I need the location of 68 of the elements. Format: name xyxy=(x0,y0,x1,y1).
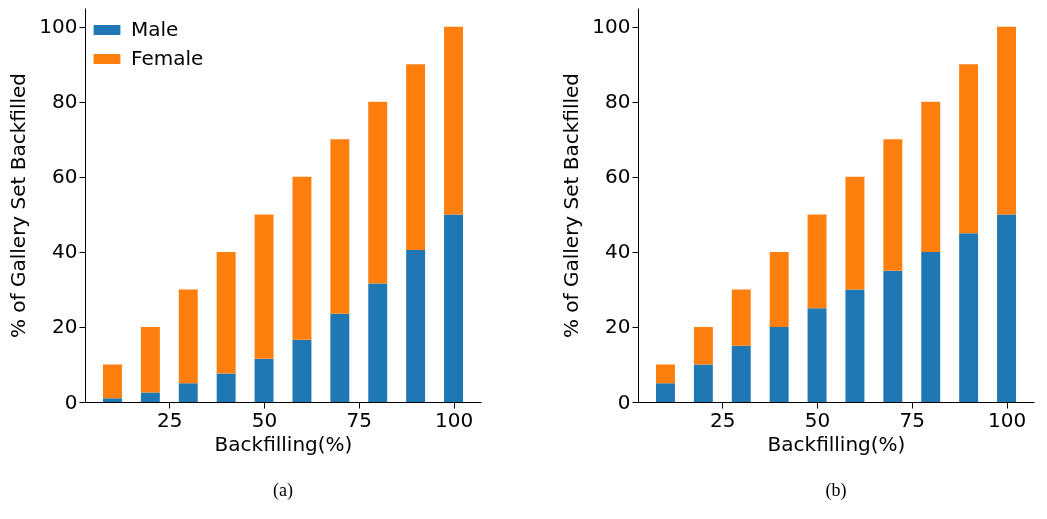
bar xyxy=(997,26,1016,215)
y-tick-label: 100 xyxy=(39,14,78,39)
bar xyxy=(769,326,789,402)
legend-label: Male xyxy=(131,17,179,41)
bar xyxy=(103,364,122,399)
bar xyxy=(807,214,827,309)
bar xyxy=(731,289,751,346)
legend-label: Female xyxy=(131,46,204,70)
bar xyxy=(731,345,751,402)
bar xyxy=(807,308,827,402)
bar xyxy=(254,358,274,402)
y-tick-label: 80 xyxy=(52,89,78,114)
bar xyxy=(656,383,675,402)
bar xyxy=(693,364,713,402)
y-tick-label: 40 xyxy=(52,239,78,264)
bar xyxy=(368,283,388,402)
bar xyxy=(883,270,903,402)
bar xyxy=(406,250,426,402)
x-tick-label: 25 xyxy=(710,407,736,432)
bar xyxy=(178,383,198,402)
bar xyxy=(178,289,198,384)
x-tick-label: 50 xyxy=(251,407,278,432)
x-tick-label: 100 xyxy=(987,407,1027,432)
x-axis-title: Backfilling(%) xyxy=(214,431,353,456)
bar xyxy=(959,64,979,234)
bar xyxy=(292,339,312,402)
y-axis-title: % of Gallery Set Backfilled xyxy=(6,72,31,339)
bar xyxy=(216,373,236,402)
bar xyxy=(656,364,675,384)
bar xyxy=(254,214,274,359)
y-tick-label: 20 xyxy=(52,314,78,339)
bar xyxy=(883,139,903,271)
x-tick-label: 100 xyxy=(434,407,474,432)
bar xyxy=(292,176,312,340)
y-tick-label: 40 xyxy=(605,239,631,264)
y-tick-label: 20 xyxy=(605,314,631,339)
bar xyxy=(406,64,426,251)
text: (a) xyxy=(273,480,293,501)
y-tick-label: 100 xyxy=(592,14,631,39)
bar xyxy=(921,101,941,252)
bar xyxy=(444,26,463,215)
y-axis-title: % of Gallery Set Backfilled xyxy=(559,72,584,339)
bar xyxy=(769,251,789,327)
bar xyxy=(103,398,122,402)
y-tick-label: 0 xyxy=(617,389,631,414)
x-tick-label: 75 xyxy=(346,407,373,432)
x-tick-label: 25 xyxy=(157,407,183,432)
bar xyxy=(368,101,388,284)
y-tick-label: 80 xyxy=(605,89,631,114)
x-axis-title: Backfilling(%) xyxy=(767,431,906,456)
bar xyxy=(140,326,160,393)
x-tick-label: 75 xyxy=(899,407,926,432)
bar xyxy=(330,139,350,314)
y-tick-label: 60 xyxy=(52,164,78,189)
y-tick-label: 60 xyxy=(605,164,631,189)
bar xyxy=(997,214,1016,402)
bar xyxy=(845,289,865,402)
bar xyxy=(444,214,463,402)
bar xyxy=(140,392,160,402)
bar xyxy=(216,251,236,374)
bar xyxy=(845,176,865,290)
bar xyxy=(693,326,713,365)
bar xyxy=(921,251,941,402)
bar xyxy=(330,313,350,402)
text: (b) xyxy=(825,480,847,501)
y-tick-label: 0 xyxy=(64,389,78,414)
x-tick-label: 50 xyxy=(804,407,831,432)
bar xyxy=(959,233,979,402)
